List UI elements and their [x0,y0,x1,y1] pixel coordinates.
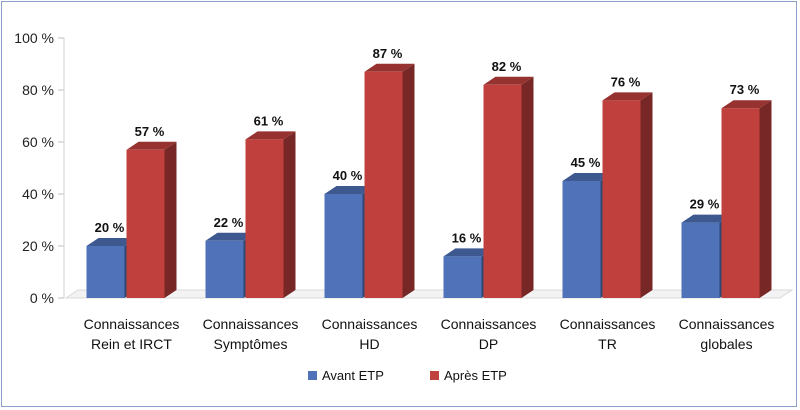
category-label: Connaissances [84,316,180,332]
bar-top [86,238,137,246]
data-label: 29 % [690,197,720,212]
bar-top [324,186,375,194]
bar-side [521,76,534,298]
legend-entry-label: Après ETP [444,368,507,383]
bar [245,131,296,298]
bar-front [562,181,601,298]
bar-top [205,232,256,241]
bar-front [324,194,363,298]
category-label: Connaissances [203,316,299,332]
category-label: TR [598,336,617,352]
bar-front [483,84,522,298]
data-labels: 20 % 57 % 22 % 61 % 40 % 87 % 16 % 82 % 45 % 76 %… [95,46,760,246]
bar-front [126,149,165,298]
y-tick-label: 0 % [30,290,54,306]
bar-front [245,139,284,298]
data-label: 61 % [254,113,284,128]
bar-top [721,100,772,109]
data-label: 45 % [571,155,601,170]
bar [721,100,772,298]
bar-top [126,141,177,150]
bar-side [759,100,772,298]
bar-side [283,131,296,298]
bar-side [402,63,415,298]
bar [126,141,177,298]
legend-entry-label: Avant ETP [322,368,384,383]
category-label: DP [479,336,498,352]
data-label: 16 % [452,230,482,245]
category-label: Connaissances [560,316,656,332]
y-tick-label: 40 % [22,186,54,202]
bar-top [443,248,494,257]
y-tick-label: 60 % [22,134,54,150]
data-label: 57 % [135,124,165,139]
bar-front [721,108,760,298]
bar [364,63,415,298]
category-label: Rein et IRCT [91,336,172,352]
category-label: Connaissances [679,316,775,332]
y-tick-label: 20 % [22,238,54,254]
data-label: 22 % [214,215,244,230]
category-label: Connaissances [322,316,418,332]
data-label: 20 % [95,220,125,235]
bar [602,92,653,299]
category-label: Symptômes [214,336,288,352]
bar-front [364,71,403,298]
x-axis-categories: Connaissances Rein et IRCT Connaissances Sy… [84,316,775,352]
category-label: Connaissances [441,316,537,332]
y-tick-label: 100 % [14,30,54,46]
data-label: 76 % [611,74,641,89]
bar [483,76,534,298]
bar-side [164,141,177,298]
legend-swatch [430,371,439,380]
bar-top [364,63,415,72]
bar-top [245,131,296,140]
y-tick-label: 80 % [22,82,54,98]
bar-front [443,256,482,298]
bar-front [205,240,244,298]
data-label: 40 % [333,168,363,183]
bar-top [483,76,534,85]
category-label: HD [359,336,379,352]
bar-top [681,214,732,223]
bar-front [681,222,720,298]
bar-front [602,100,641,299]
bar-top [602,92,653,101]
legend-swatch [308,371,317,380]
legend: Avant ETP Après ETP [308,368,507,383]
bars [86,63,772,299]
bar-front [86,246,125,298]
bar-side [640,92,653,299]
bar-top [562,173,613,181]
data-label: 82 % [492,59,522,74]
data-label: 73 % [730,82,760,97]
data-label: 87 % [373,46,403,61]
category-label: globales [700,336,752,352]
